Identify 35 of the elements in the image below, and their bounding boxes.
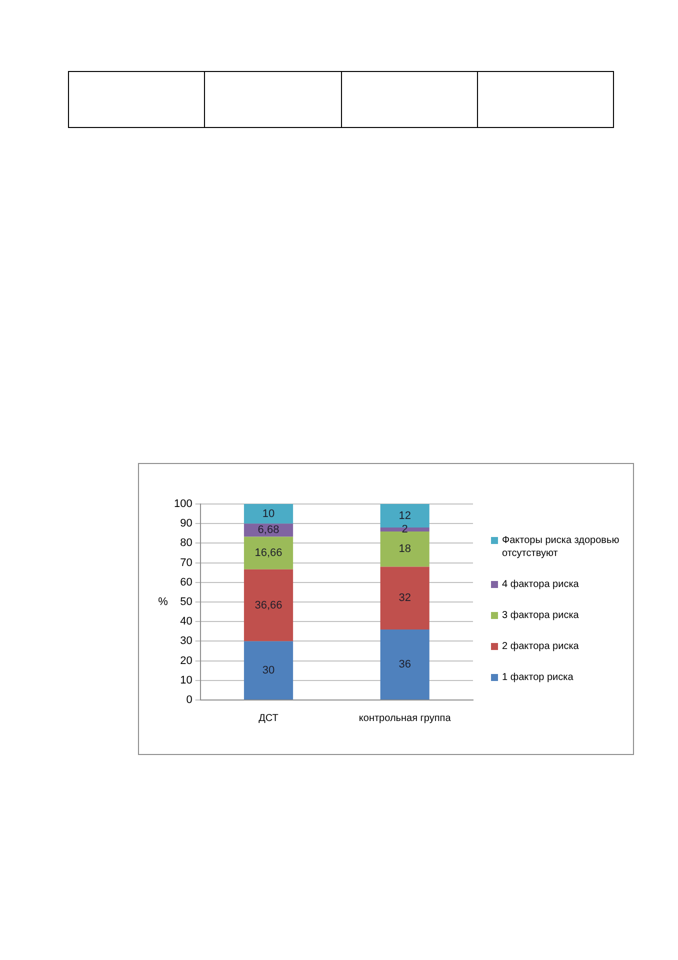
y-tick-label: 90	[180, 518, 192, 530]
data-label: 18	[398, 543, 411, 556]
x-tick-label: ДСТ	[258, 712, 278, 724]
data-label: 30	[262, 664, 275, 676]
y-tick-label: 30	[180, 635, 192, 648]
y-tick-label: 70	[180, 556, 192, 569]
bar	[244, 536, 294, 570]
data-label: 12	[398, 510, 411, 522]
data-label: 36,66	[254, 599, 282, 612]
data-label: 16,66	[254, 547, 282, 560]
y-tick-label: 40	[180, 616, 192, 628]
data-label: 32	[398, 592, 411, 604]
data-label: 36	[398, 658, 411, 670]
y-tick-label: 0	[186, 694, 192, 706]
bar	[380, 566, 430, 630]
bar	[380, 629, 430, 700]
y-tick-label: 80	[180, 537, 192, 550]
bar	[244, 504, 294, 524]
y-tick-label: 10	[180, 674, 192, 686]
x-tick-label: контрольная группа	[358, 712, 452, 724]
bar	[244, 569, 294, 642]
y-tick-label: 50	[180, 596, 192, 608]
y-tick-label: 60	[180, 576, 192, 588]
y-tick-label: 20	[180, 654, 192, 667]
legend-label: Факторы риска здоровью отсутствуют	[502, 534, 620, 560]
bar	[380, 531, 430, 567]
y-tick-label: 100	[174, 498, 192, 510]
legend-label: 1 фактор риска	[502, 671, 574, 684]
data-label: 10	[262, 508, 275, 520]
legend-label: 4 фактора риска	[502, 578, 579, 591]
y-axis-title: %	[158, 596, 168, 608]
bar	[244, 641, 294, 700]
data-label: 6,68	[258, 524, 280, 536]
legend-label: 2 фактора риска	[502, 640, 579, 653]
legend-label: 3 фактора риска	[502, 609, 579, 622]
